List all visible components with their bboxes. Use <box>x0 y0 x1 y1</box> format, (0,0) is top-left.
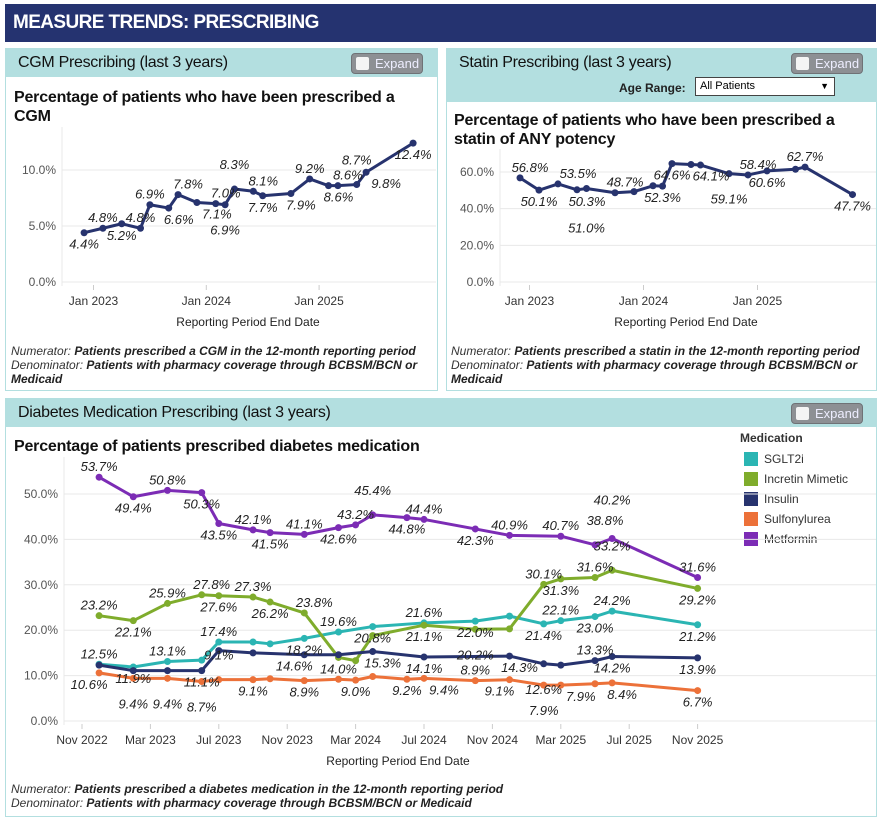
legend-title: Medication <box>740 431 803 445</box>
legend-swatch <box>744 492 758 506</box>
medication-legend: Medication SGLT2i Incretin Mimetic Insul… <box>740 431 848 549</box>
dropdown-arrow-icon: ▼ <box>820 81 829 91</box>
legend-item-insulin[interactable]: Insulin <box>740 489 848 509</box>
statin-x-axis-title: Reporting Period End Date <box>614 315 758 329</box>
denominator-label: Denominator: <box>451 358 524 372</box>
expand-label: Expand <box>375 56 420 71</box>
diabetes-chart-title: Percentage of patients prescribed diabet… <box>14 438 420 455</box>
legend-item-sulfonylurea[interactable]: Sulfonylurea <box>740 509 848 529</box>
statin-panel: Statin Prescribing (last 3 years) Expand… <box>446 48 877 391</box>
diabetes-x-axis-title: Reporting Period End Date <box>326 754 470 768</box>
denominator-label: Denominator: <box>11 796 84 810</box>
legend-label: Metformin <box>764 532 818 546</box>
denominator-text: Patients with pharmacy coverage through … <box>451 358 858 386</box>
statin-chart-title: Percentage of patients who have been pre… <box>454 112 835 148</box>
age-range-value: All Patients <box>700 80 756 92</box>
legend-swatch <box>744 452 758 466</box>
cgm-panel: CGM Prescribing (last 3 years) Expand Pe… <box>5 48 438 391</box>
cgm-expand-button[interactable]: Expand <box>351 53 423 74</box>
numerator-text: Patients prescribed a CGM in the 12-mont… <box>74 344 416 358</box>
checkbox-icon <box>796 57 809 70</box>
cgm-panel-title: CGM Prescribing (last 3 years) <box>18 54 228 71</box>
cgm-chart-title: Percentage of patients who have been pre… <box>14 89 395 125</box>
diabetes-panel: Diabetes Medication Prescribing (last 3 … <box>5 398 877 817</box>
checkbox-icon <box>356 57 369 70</box>
legend-swatch <box>744 512 758 526</box>
statin-footnote: Numerator: Patients prescribed a statin … <box>451 344 876 386</box>
statin-panel-header: Statin Prescribing (last 3 years) Expand… <box>447 49 876 102</box>
statin-panel-title: Statin Prescribing (last 3 years) <box>459 54 672 71</box>
legend-swatch <box>744 532 758 546</box>
numerator-label: Numerator: <box>11 344 72 358</box>
numerator-label: Numerator: <box>11 782 72 796</box>
age-range-label: Age Range: <box>619 81 686 95</box>
legend-swatch <box>744 472 758 486</box>
diabetes-panel-header: Diabetes Medication Prescribing (last 3 … <box>6 399 876 427</box>
expand-label: Expand <box>815 406 860 421</box>
statin-expand-button[interactable]: Expand <box>791 53 863 74</box>
checkbox-icon <box>796 407 809 420</box>
legend-item-metformin[interactable]: Metformin <box>740 529 848 549</box>
numerator-label: Numerator: <box>451 344 512 358</box>
age-range-select[interactable]: All Patients ▼ <box>695 77 835 96</box>
legend-label: Sulfonylurea <box>764 512 831 526</box>
cgm-x-axis-title: Reporting Period End Date <box>176 315 320 329</box>
cgm-panel-header: CGM Prescribing (last 3 years) Expand <box>6 49 437 77</box>
legend-label: SGLT2i <box>764 452 804 466</box>
diabetes-expand-button[interactable]: Expand <box>791 403 863 424</box>
legend-item-sglt2i[interactable]: SGLT2i <box>740 449 848 469</box>
diabetes-footnote: Numerator: Patients prescribed a diabete… <box>11 782 711 810</box>
page-header: MEASURE TRENDS: PRESCRIBING <box>5 4 876 42</box>
numerator-text: Patients prescribed a statin in the 12-m… <box>514 344 860 358</box>
legend-label: Insulin <box>764 492 799 506</box>
denominator-text: Patients with pharmacy coverage through … <box>11 358 418 386</box>
legend-item-incretin-mimetic[interactable]: Incretin Mimetic <box>740 469 848 489</box>
expand-label: Expand <box>815 56 860 71</box>
denominator-label: Denominator: <box>11 358 84 372</box>
cgm-footnote: Numerator: Patients prescribed a CGM in … <box>11 344 431 386</box>
legend-label: Incretin Mimetic <box>764 472 849 486</box>
diabetes-panel-title: Diabetes Medication Prescribing (last 3 … <box>18 404 331 421</box>
numerator-text: Patients prescribed a diabetes medicatio… <box>74 782 504 796</box>
denominator-text: Patients with pharmacy coverage through … <box>86 796 472 810</box>
